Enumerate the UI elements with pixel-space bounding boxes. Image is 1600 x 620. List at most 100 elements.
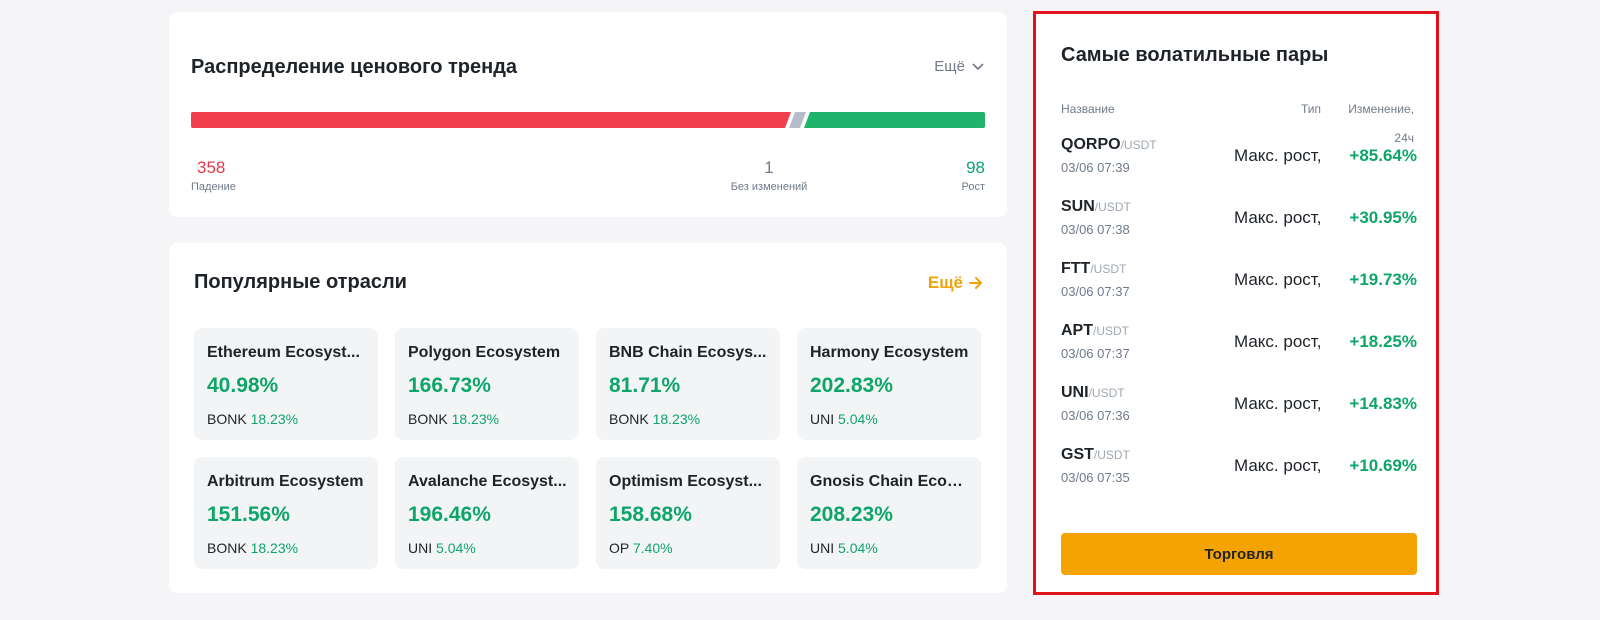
pair-quote: /USDT: [1090, 262, 1127, 276]
sector-top-coin: UNI 5.04%: [810, 411, 969, 427]
pair-quote: /USDT: [1093, 324, 1129, 338]
volatile-pairs-title: Самые волатильные пары: [1061, 44, 1329, 66]
pair-row[interactable]: UNI/USDT 03/06 07:36 Макс. рост, +14.83%: [1061, 384, 1417, 444]
pair-row[interactable]: SUN/USDT 03/06 07:38 Макс. рост, +30.95%: [1061, 198, 1417, 258]
pair-change: +85.64%: [1349, 146, 1417, 165]
more-label: Ещё: [934, 58, 965, 75]
flat-label: Без изменений: [730, 181, 808, 193]
sector-tile[interactable]: Gnosis Chain Ecos... 208.23% UNI 5.04%: [797, 457, 981, 569]
sector-top-coin: OP 7.40%: [609, 540, 768, 556]
pair-symbol: QORPO/USDT: [1061, 136, 1157, 154]
sector-name: Arbitrum Ecosystem: [207, 473, 364, 490]
sector-name: Harmony Ecosystem: [810, 344, 969, 361]
sector-tile[interactable]: Ethereum Ecosyst... 40.98% BONK 18.23%: [194, 328, 378, 440]
pair-symbol: SUN/USDT: [1061, 198, 1131, 216]
popular-sectors-title: Популярные отрасли: [194, 271, 407, 293]
sector-tile[interactable]: Avalanche Ecosyst... 196.46% UNI 5.04%: [395, 457, 579, 569]
coin-change: 5.04%: [838, 540, 878, 556]
sector-tile[interactable]: BNB Chain Ecosys... 81.71% BONK 18.23%: [596, 328, 780, 440]
sector-change: 151.56%: [207, 503, 290, 526]
trend-bar-up-segment: [804, 112, 985, 128]
coin-symbol: BONK: [609, 411, 649, 427]
coin-change: 5.04%: [436, 540, 476, 556]
pair-row[interactable]: GST/USDT 03/06 07:35 Макс. рост, +10.69%: [1061, 446, 1417, 506]
sector-top-coin: BONK 18.23%: [408, 411, 567, 427]
sector-tile[interactable]: Harmony Ecosystem 202.83% UNI 5.04%: [797, 328, 981, 440]
chevron-down-icon: [972, 62, 984, 70]
trade-button[interactable]: Торговля: [1061, 533, 1417, 575]
up-label: Рост: [961, 181, 985, 193]
pair-symbol: GST/USDT: [1061, 446, 1130, 464]
pair-base: SUN: [1061, 198, 1095, 215]
coin-symbol: UNI: [810, 540, 835, 556]
price-trend-card: Распределение ценового тренда Ещё 358 Па…: [169, 12, 1007, 217]
sector-tile[interactable]: Optimism Ecosyst... 158.68% OP 7.40%: [596, 457, 780, 569]
flat-stat: 1 Без изменений: [729, 158, 809, 193]
pair-time: 03/06 07:36: [1061, 408, 1130, 423]
coin-symbol: BONK: [207, 540, 247, 556]
pair-quote: /USDT: [1120, 138, 1157, 152]
sector-tile[interactable]: Arbitrum Ecosystem 151.56% BONK 18.23%: [194, 457, 378, 569]
pair-row[interactable]: FTT/USDT 03/06 07:37 Макс. рост, +19.73%: [1061, 260, 1417, 320]
sector-tile[interactable]: Polygon Ecosystem 166.73% BONK 18.23%: [395, 328, 579, 440]
flat-count: 1: [764, 158, 774, 177]
pair-symbol: UNI/USDT: [1061, 384, 1125, 402]
pair-base: QORPO: [1061, 136, 1121, 153]
sector-top-coin: BONK 18.23%: [609, 411, 768, 427]
coin-symbol: BONK: [408, 411, 448, 427]
pair-time: 03/06 07:37: [1061, 284, 1130, 299]
coin-change: 18.23%: [250, 411, 299, 427]
down-count: 358: [197, 158, 226, 177]
price-trend-more-dropdown[interactable]: Ещё: [934, 58, 985, 75]
pair-row[interactable]: APT/USDT 03/06 07:37 Макс. рост, +18.25%: [1061, 322, 1417, 382]
sector-change: 196.46%: [408, 503, 491, 526]
coin-change: 18.23%: [250, 540, 299, 556]
up-stat: 98 Рост: [961, 158, 985, 193]
pair-row[interactable]: QORPO/USDT 03/06 07:39 Макс. рост, +85.6…: [1061, 136, 1417, 196]
down-stat: 358 Падение: [191, 158, 236, 193]
pair-time: 03/06 07:35: [1061, 470, 1130, 485]
sector-change: 166.73%: [408, 374, 491, 397]
trend-bar-flat-segment: [789, 112, 806, 128]
popular-sectors-card: Популярные отрасли Ещё Ethereum Ecosyst.…: [169, 243, 1007, 593]
volatile-pairs-card: Самые волатильные пары Название Тип Изме…: [1033, 11, 1439, 595]
column-header-name: Название: [1061, 102, 1115, 116]
sector-name: Polygon Ecosystem: [408, 344, 561, 361]
sector-grid: Ethereum Ecosyst... 40.98% BONK 18.23% P…: [194, 328, 981, 569]
down-label: Падение: [191, 181, 236, 193]
sector-top-coin: UNI 5.04%: [810, 540, 969, 556]
pair-time: 03/06 07:38: [1061, 222, 1130, 237]
up-count: 98: [966, 158, 985, 177]
coin-symbol: BONK: [207, 411, 247, 427]
sector-name: Gnosis Chain Ecos...: [810, 473, 969, 490]
coin-symbol: UNI: [810, 411, 835, 427]
sector-change: 81.71%: [609, 374, 681, 397]
column-header-change: Изменение,: [1348, 102, 1414, 116]
pair-quote: /USDT: [1088, 386, 1125, 400]
pair-change: +10.69%: [1349, 456, 1417, 475]
pair-time: 03/06 07:37: [1061, 346, 1130, 361]
pair-type: Макс. рост,: [1234, 394, 1322, 413]
pair-quote: /USDT: [1094, 200, 1131, 214]
coin-symbol: OP: [609, 540, 629, 556]
pair-symbol: FTT/USDT: [1061, 260, 1126, 278]
coin-change: 18.23%: [451, 411, 500, 427]
popular-sectors-more-link[interactable]: Ещё: [928, 273, 983, 293]
pair-symbol: APT/USDT: [1061, 322, 1129, 340]
sector-name: BNB Chain Ecosys...: [609, 344, 767, 361]
pair-base: UNI: [1061, 384, 1089, 401]
column-header-period: 24ч: [1394, 131, 1414, 145]
coin-change: 7.40%: [632, 540, 673, 556]
price-trend-title: Распределение ценового тренда: [191, 56, 518, 78]
more-link-label: Ещё: [927, 273, 963, 292]
pair-time: 03/06 07:39: [1061, 160, 1130, 175]
sector-change: 202.83%: [810, 374, 893, 397]
sector-change: 40.98%: [207, 374, 279, 397]
pair-base: APT: [1061, 322, 1093, 339]
pair-base: FTT: [1061, 260, 1091, 277]
coin-symbol: UNI: [408, 540, 433, 556]
pair-type: Макс. рост,: [1234, 146, 1322, 165]
sector-change: 158.68%: [609, 503, 692, 526]
pair-quote: /USDT: [1093, 448, 1130, 462]
pair-type: Макс. рост,: [1234, 456, 1322, 475]
